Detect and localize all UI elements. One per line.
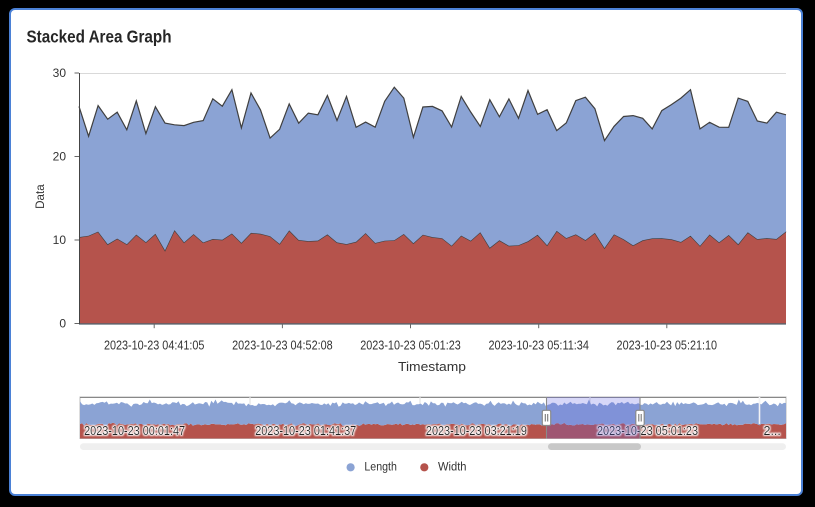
- svg-text:Stacked Area Graph: Stacked Area Graph: [27, 27, 172, 47]
- svg-text:2023-10-23 00:01:47: 2023-10-23 00:01:47: [84, 424, 185, 438]
- svg-text:Timestamp: Timestamp: [398, 360, 466, 374]
- svg-text:10: 10: [53, 233, 67, 247]
- svg-text:Width: Width: [438, 462, 467, 474]
- svg-text:2023-10-23 04:52:08: 2023-10-23 04:52:08: [232, 337, 333, 352]
- svg-text:20: 20: [53, 149, 67, 163]
- svg-text:Data: Data: [33, 184, 47, 209]
- svg-text:30: 30: [53, 66, 67, 80]
- svg-text:2023-10-23 05:11:34: 2023-10-23 05:11:34: [488, 337, 589, 352]
- svg-text:0: 0: [59, 316, 66, 330]
- svg-text:2023-10-23 05:01:23: 2023-10-23 05:01:23: [360, 337, 461, 352]
- svg-text:2...: 2...: [764, 424, 781, 438]
- svg-text:2023-10-23 03:21:19: 2023-10-23 03:21:19: [426, 424, 527, 438]
- svg-text:2023-10-23 05:21:10: 2023-10-23 05:21:10: [617, 337, 718, 352]
- svg-text:2023-10-23 01:41:37: 2023-10-23 01:41:37: [255, 424, 356, 438]
- svg-text:Length: Length: [364, 462, 397, 474]
- svg-text:2023-10-23 04:41:05: 2023-10-23 04:41:05: [104, 337, 205, 352]
- svg-text:2023-10-23 05:01:23: 2023-10-23 05:01:23: [597, 424, 698, 438]
